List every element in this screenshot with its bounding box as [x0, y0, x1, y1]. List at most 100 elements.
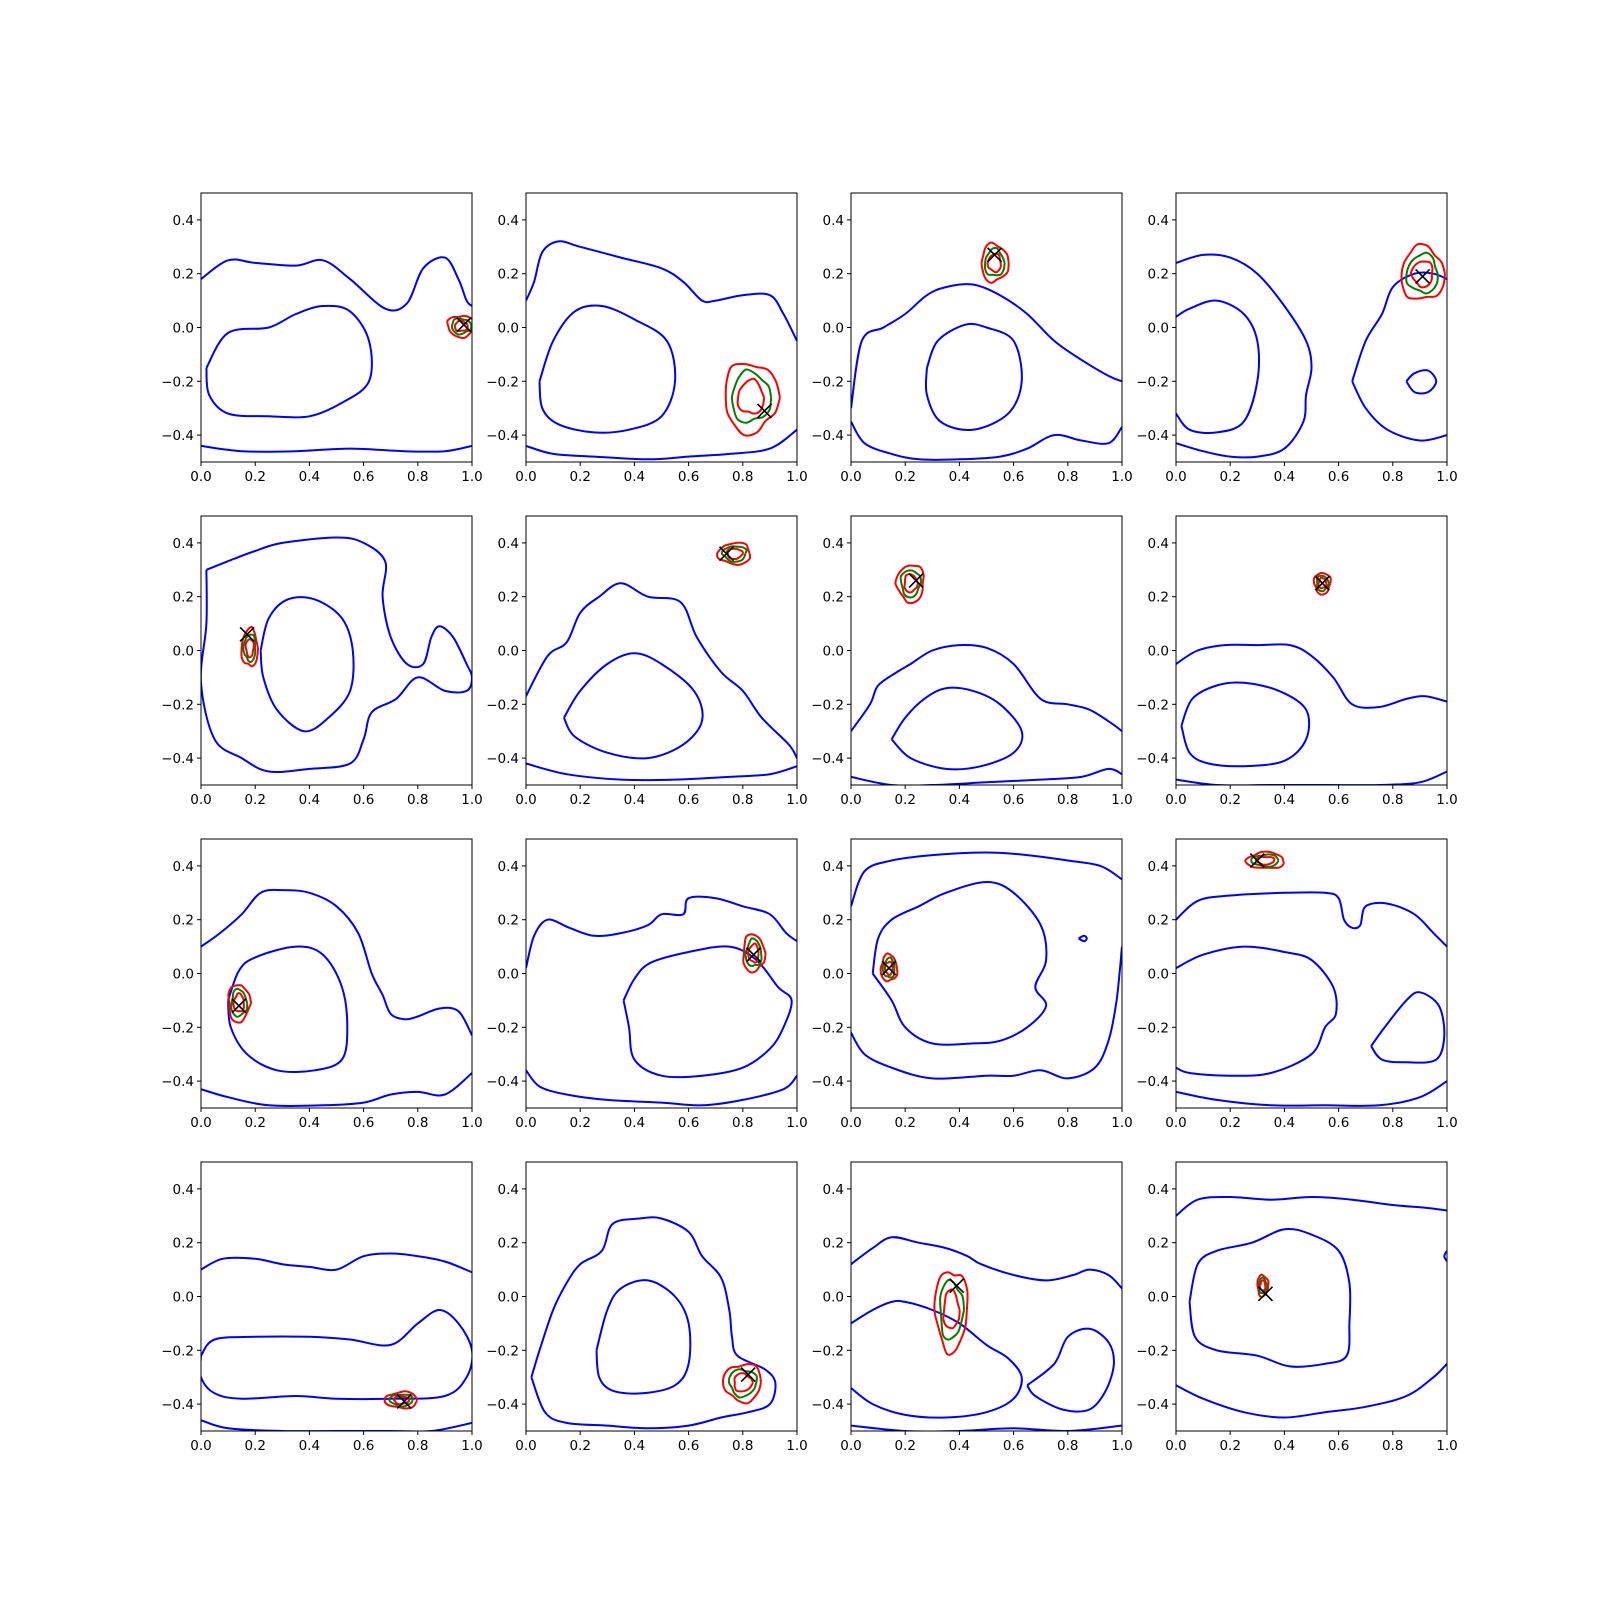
x-tick-label: 0.6 [1328, 469, 1349, 485]
y-tick-label: −0.4 [161, 751, 194, 767]
y-tick-label: −0.4 [1136, 428, 1169, 444]
x-tick-label: 1.0 [1111, 1438, 1132, 1454]
y-tick-label: −0.2 [486, 374, 519, 390]
x-tick-label: 0.0 [840, 469, 861, 485]
red-inner-contour [1258, 1279, 1267, 1292]
y-tick-label: 0.0 [498, 1290, 519, 1306]
x-marker [987, 247, 1003, 263]
green-contour [1250, 853, 1280, 868]
x-tick-label: 1.0 [786, 1115, 807, 1131]
x-tick-label: 0.4 [949, 792, 970, 808]
x-marker [746, 947, 762, 963]
blue-contour [526, 895, 797, 969]
plot-area [1176, 850, 1447, 1107]
blue-contour [871, 881, 1048, 1046]
y-tick-label: 0.4 [1148, 1182, 1169, 1198]
x-tick-label: 0.4 [299, 1115, 320, 1131]
x-tick-label: 0.0 [1165, 1115, 1186, 1131]
x-tick-label: 1.0 [1436, 469, 1457, 485]
green-contour [939, 1278, 965, 1341]
blue-contour [526, 762, 797, 782]
blue-contour [851, 643, 1122, 733]
x-tick-label: 0.6 [1328, 1115, 1349, 1131]
plot-area [851, 851, 1122, 1080]
blue-contour [1370, 991, 1446, 1064]
blue-contour [1176, 945, 1338, 1077]
blue-contour [1351, 380, 1447, 442]
blue-contour [851, 421, 1122, 461]
axes-frame [200, 192, 473, 463]
y-tick-label: −0.4 [161, 1397, 194, 1413]
panel-2: 0.0 0.2 0.4 0.6 0.8 1.0 −0.4 −0.2 0.0 0.2 0.4 [486, 192, 808, 485]
x-tick-label: 1.0 [1436, 1438, 1457, 1454]
green-contour [242, 633, 257, 664]
panel-16: 0.0 0.2 0.4 0.6 0.8 1.0 −0.4 −0.2 0.0 0.2 0.4 [1136, 1161, 1458, 1454]
blue-contour [1176, 1195, 1447, 1217]
plot-area [1176, 242, 1447, 459]
y-tick-label: 0.4 [823, 859, 844, 875]
y-tick-label: 0.4 [173, 1182, 194, 1198]
x-tick-label: 0.8 [1057, 469, 1078, 485]
blue-contour [526, 240, 797, 342]
x-tick-label: 0.4 [1274, 1115, 1295, 1131]
y-tick-label: −0.4 [161, 428, 194, 444]
x-tick-label: 0.6 [353, 469, 374, 485]
y-tick-label: 0.4 [498, 213, 519, 229]
y-tick-label: −0.2 [811, 1020, 844, 1036]
blue-contour [851, 283, 1122, 409]
blue-contour [538, 304, 677, 434]
x-tick-label: 0.2 [569, 792, 590, 808]
y-tick-label: 0.2 [823, 267, 844, 283]
x-tick-label: 0.8 [407, 469, 428, 485]
x-tick-label: 0.6 [1328, 792, 1349, 808]
blue-contour [1180, 681, 1311, 768]
axes-frame [1175, 192, 1448, 463]
y-tick-label: 0.0 [823, 967, 844, 983]
x-tick-label: 1.0 [1436, 1115, 1457, 1131]
y-tick-label: −0.4 [1136, 1397, 1169, 1413]
y-tick-label: −0.2 [161, 697, 194, 713]
y-tick-label: 0.2 [173, 590, 194, 606]
x-tick-label: 0.0 [840, 792, 861, 808]
green-contour [881, 956, 896, 979]
blue-contour [526, 582, 797, 759]
x-tick-label: 0.2 [894, 1438, 915, 1454]
x-tick-label: 1.0 [461, 792, 482, 808]
y-tick-label: 0.2 [1148, 913, 1169, 929]
red-inner-contour [244, 638, 255, 659]
panel-9: 0.0 0.2 0.4 0.6 0.8 1.0 −0.4 −0.2 0.0 0.2 0.4 [161, 838, 483, 1131]
x-tick-label: 0.8 [1382, 469, 1403, 485]
x-tick-label: 0.0 [515, 469, 536, 485]
blue-contour [851, 767, 1122, 785]
blue-contour [1443, 1250, 1447, 1263]
blue-contour [1176, 1080, 1447, 1107]
plot-area [1176, 1195, 1447, 1419]
y-tick-label: 0.4 [498, 536, 519, 552]
x-marker [908, 572, 924, 589]
y-tick-label: 0.0 [498, 967, 519, 983]
x-tick-label: 0.8 [732, 1115, 753, 1131]
y-tick-label: 0.0 [173, 321, 194, 337]
y-tick-label: −0.2 [486, 697, 519, 713]
y-tick-label: 0.2 [173, 1236, 194, 1252]
blue-contour [1176, 643, 1447, 709]
y-tick-label: −0.4 [1136, 1074, 1169, 1090]
x-tick-label: 0.4 [299, 792, 320, 808]
x-tick-label: 1.0 [461, 1115, 482, 1131]
x-tick-label: 0.6 [678, 1115, 699, 1131]
y-tick-label: 0.0 [1148, 967, 1169, 983]
x-tick-label: 0.6 [678, 1438, 699, 1454]
axes-frame [525, 192, 798, 463]
plot-area [526, 240, 797, 461]
x-tick-label: 0.2 [569, 1438, 590, 1454]
x-tick-label: 0.8 [1057, 792, 1078, 808]
blue-contour [201, 256, 472, 312]
x-tick-label: 0.8 [732, 1438, 753, 1454]
plot-area [851, 564, 1122, 785]
panel-6: 0.0 0.2 0.4 0.6 0.8 1.0 −0.4 −0.2 0.0 0.2 0.4 [486, 515, 808, 808]
red-outer-contour [446, 314, 472, 339]
blue-contour [595, 1279, 692, 1395]
x-tick-label: 0.2 [894, 1115, 915, 1131]
blue-contour [563, 652, 704, 760]
x-tick-label: 0.6 [1003, 792, 1024, 808]
